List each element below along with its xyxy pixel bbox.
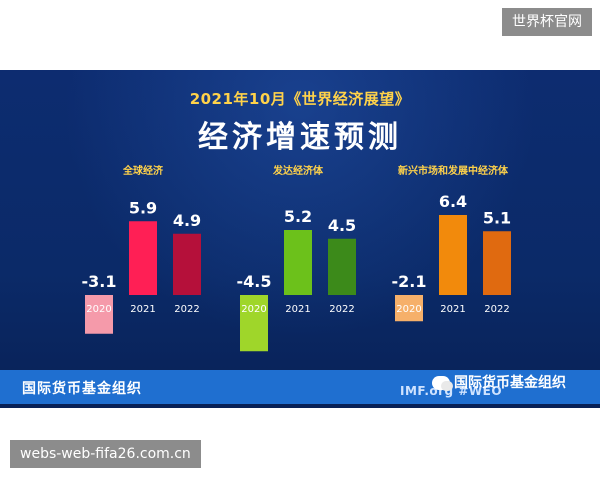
bar (395, 295, 423, 322)
category-label: 2021 (285, 304, 310, 315)
bar (129, 221, 157, 295)
category-label: 2020 (241, 304, 266, 315)
bar (173, 233, 201, 295)
bar (85, 295, 113, 334)
footer-bar (0, 370, 600, 404)
category-label: 2021 (130, 304, 155, 315)
value-label: 6.4 (439, 192, 467, 211)
value-label: 4.5 (328, 216, 356, 235)
bar-charts: 全球经济 -3.1 2020 5.9 2021 4.9 2022 发达经济体 -4.5 2020 5… (82, 164, 511, 352)
category-label: 2022 (174, 304, 199, 315)
chart-title: 经济增速预测 (198, 120, 402, 155)
bar (328, 238, 356, 295)
wechat-watermark: 国际货币基金组织 (432, 372, 566, 392)
chart-subtitle: 2021年10月《世界经济展望》 (189, 90, 411, 108)
value-label: 5.1 (483, 208, 511, 227)
bar (240, 295, 268, 352)
bar (284, 230, 312, 295)
value-label: 5.9 (129, 198, 157, 217)
value-label: 5.2 (284, 207, 312, 226)
value-label: -4.5 (237, 272, 272, 291)
group-title: 全球经济 (122, 164, 164, 177)
category-label: 2020 (396, 304, 421, 315)
footer-org-name: 国际货币基金组织 (22, 381, 142, 397)
group-title: 新兴市场和发展中经济体 (398, 164, 509, 177)
site-tag-bottom[interactable]: webs-web-fifa26.com.cn (10, 440, 201, 468)
value-label: -2.1 (392, 272, 427, 291)
watermark-text: 国际货币基金组织 (454, 375, 566, 391)
wechat-icon (432, 376, 453, 391)
group-title: 发达经济体 (272, 164, 324, 177)
category-label: 2021 (440, 304, 465, 315)
bar (439, 215, 467, 295)
category-label: 2022 (484, 304, 509, 315)
value-label: 4.9 (173, 211, 201, 230)
site-tag-top[interactable]: 世界杯官网 (502, 8, 592, 36)
value-label: -3.1 (82, 272, 117, 291)
footer-site: IMF.org #WEO (400, 384, 503, 398)
category-label: 2020 (86, 304, 111, 315)
category-label: 2022 (329, 304, 354, 315)
bar (483, 231, 511, 295)
